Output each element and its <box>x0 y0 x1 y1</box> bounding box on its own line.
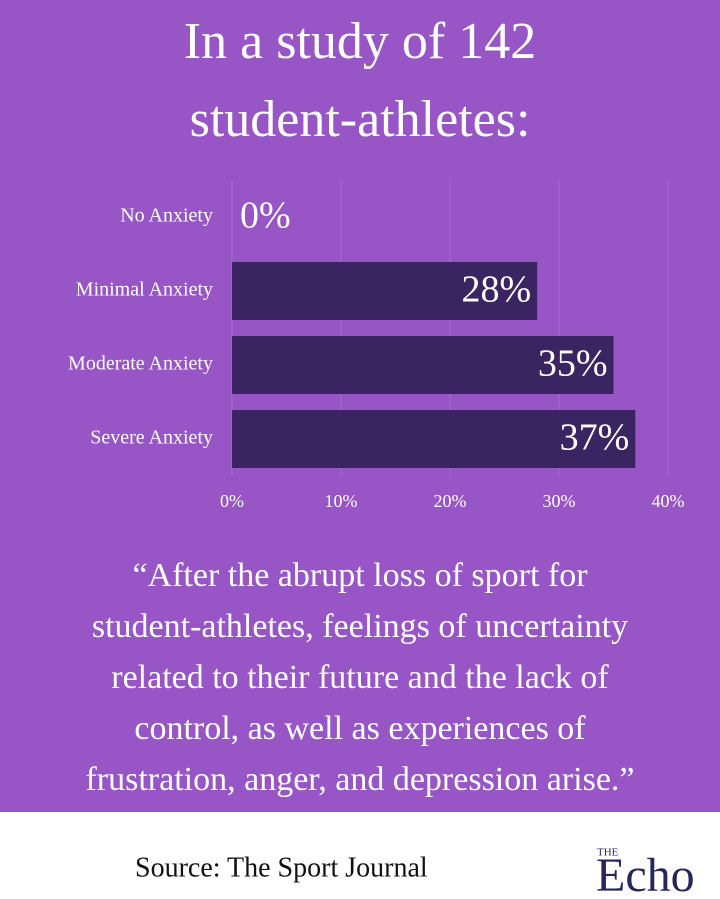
bar <box>232 410 636 468</box>
x-tick-label: 30% <box>543 491 576 511</box>
category-label: No Anxiety <box>120 205 213 227</box>
bar <box>232 262 538 320</box>
value-label: 28% <box>462 269 532 311</box>
quote-line: control, as well as experiences of <box>134 710 586 747</box>
background <box>0 0 720 812</box>
x-tick-label: 40% <box>652 491 685 511</box>
category-label: Moderate Anxiety <box>68 353 213 375</box>
footer-band <box>0 812 720 899</box>
x-tick-label: 0% <box>220 491 244 511</box>
x-tick-label: 20% <box>434 491 467 511</box>
x-tick-label: 10% <box>325 491 358 511</box>
quote-line: student-athletes, feelings of uncertaint… <box>92 608 628 645</box>
bar <box>232 336 614 394</box>
title: In a study of 142 <box>184 13 536 70</box>
quote-line: related to their future and the lack of <box>111 659 609 696</box>
logo-small: THE <box>597 847 619 859</box>
logo-large: Echo <box>596 849 695 899</box>
title: student-athletes: <box>190 91 531 148</box>
value-label: 35% <box>538 343 608 385</box>
category-label: Minimal Anxiety <box>76 279 213 301</box>
category-label: Severe Anxiety <box>90 427 213 449</box>
value-label: 37% <box>560 417 630 459</box>
quote-line: frustration, anger, and depression arise… <box>85 761 634 798</box>
value-label: 0% <box>240 195 291 237</box>
source: Source: The Sport Journal <box>135 852 428 883</box>
quote-line: “After the abrupt loss of sport for <box>132 557 588 594</box>
